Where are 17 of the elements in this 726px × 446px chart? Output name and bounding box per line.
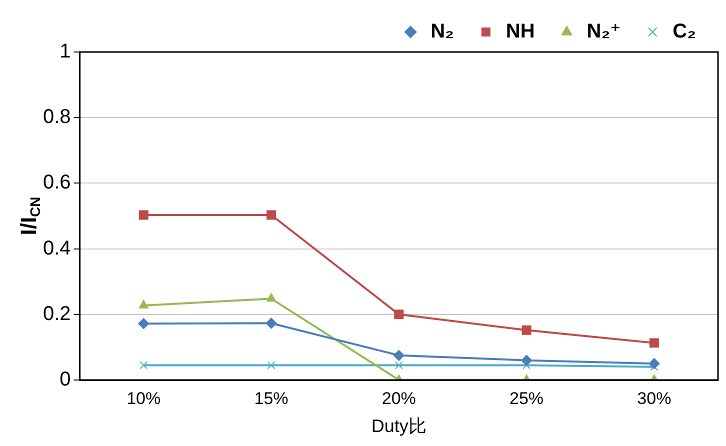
y-axis-title: I/ICN <box>16 196 43 236</box>
y-tick-label: 0.6 <box>42 172 71 194</box>
legend-label: C₂ <box>672 20 696 43</box>
legend-label: N₂ <box>430 20 454 43</box>
y-tick-label: 1 <box>60 40 71 63</box>
y-tick-label: 0.8 <box>42 106 71 128</box>
x-tick-label: 10% <box>126 388 161 408</box>
legend-label: NH <box>506 20 535 43</box>
x-axis-title: Duty比 <box>371 416 426 436</box>
x-tick-label: 20% <box>382 388 416 408</box>
y-tick-label: 0.2 <box>42 302 71 325</box>
x-tick-label: 15% <box>254 388 288 408</box>
x-tick-label: 25% <box>510 388 544 408</box>
y-tick-label: 0 <box>60 368 71 391</box>
y-tick-label: 0.4 <box>42 237 71 260</box>
x-tick-label: 30% <box>637 388 672 408</box>
legend-label: N₂⁺ <box>586 20 621 43</box>
